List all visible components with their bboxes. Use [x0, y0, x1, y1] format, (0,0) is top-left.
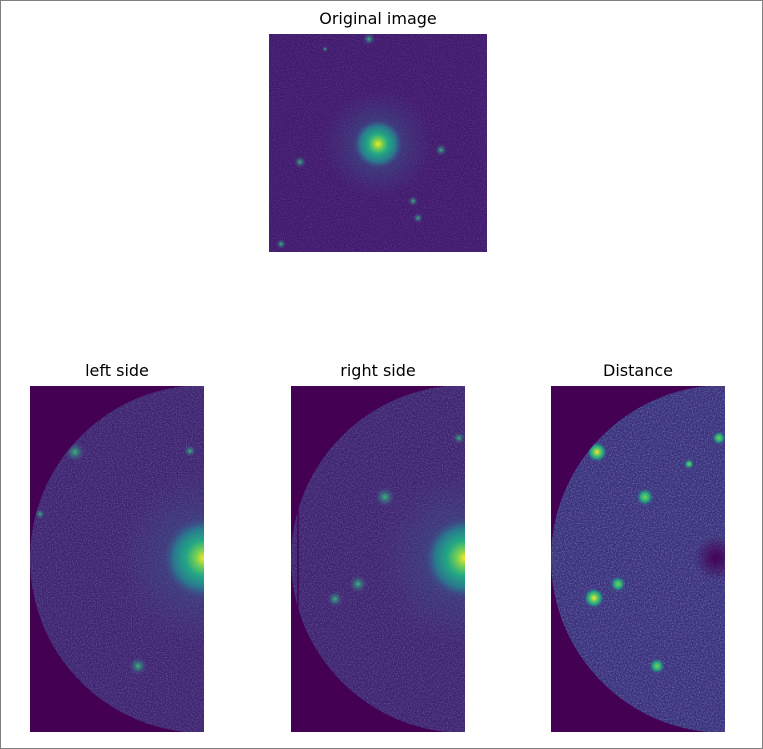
distance-image: [551, 386, 725, 732]
panel-title-original: Original image: [319, 9, 437, 28]
right-side-svg: [291, 386, 465, 732]
left-side-svg: [30, 386, 204, 732]
left-side-image: [30, 386, 204, 732]
panel-title-right: right side: [340, 361, 416, 380]
distance-svg: [551, 386, 725, 732]
right-side-image: [291, 386, 465, 732]
panel-title-left: left side: [85, 361, 149, 380]
panel-title-distance: Distance: [603, 361, 673, 380]
original-image: [269, 34, 487, 252]
original-image-svg: [269, 34, 487, 252]
